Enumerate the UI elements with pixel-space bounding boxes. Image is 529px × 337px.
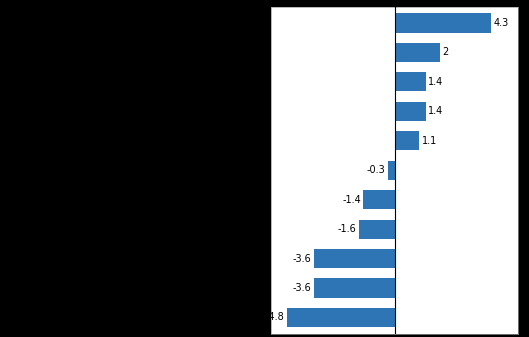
Bar (388, 161, 395, 180)
Bar (395, 43, 440, 62)
Text: 4.3: 4.3 (494, 18, 509, 28)
Text: -1.6: -1.6 (338, 224, 357, 234)
Text: -3.6: -3.6 (293, 253, 312, 264)
Bar (395, 13, 491, 32)
Bar (395, 131, 419, 150)
Text: -0.3: -0.3 (367, 165, 386, 175)
Bar (359, 219, 395, 239)
Text: -4.8: -4.8 (266, 312, 285, 323)
Bar (287, 308, 395, 327)
Bar (314, 249, 395, 268)
Bar (314, 278, 395, 298)
Text: -3.6: -3.6 (293, 283, 312, 293)
Text: 1.4: 1.4 (428, 77, 444, 87)
Bar (395, 102, 426, 121)
Bar (395, 72, 426, 91)
Text: 1.1: 1.1 (422, 136, 437, 146)
Bar (363, 190, 395, 209)
Text: 2: 2 (442, 48, 448, 57)
Text: -1.4: -1.4 (342, 195, 361, 205)
Text: 1.4: 1.4 (428, 106, 444, 116)
